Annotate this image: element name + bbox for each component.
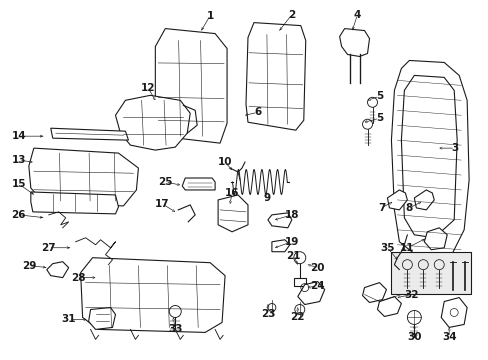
Text: 35: 35 bbox=[379, 243, 394, 253]
Text: 12: 12 bbox=[141, 84, 155, 93]
Polygon shape bbox=[271, 240, 289, 252]
Polygon shape bbox=[413, 190, 433, 210]
Text: 33: 33 bbox=[168, 324, 182, 334]
Text: 5: 5 bbox=[375, 113, 382, 123]
Text: 14: 14 bbox=[12, 131, 26, 141]
Text: 25: 25 bbox=[158, 177, 172, 187]
Polygon shape bbox=[390, 60, 468, 260]
Text: 30: 30 bbox=[406, 332, 421, 342]
Polygon shape bbox=[115, 95, 190, 150]
Polygon shape bbox=[81, 258, 224, 332]
Polygon shape bbox=[29, 148, 138, 206]
Text: 8: 8 bbox=[405, 203, 412, 213]
Text: 29: 29 bbox=[21, 261, 36, 271]
Polygon shape bbox=[377, 297, 401, 316]
Text: 19: 19 bbox=[284, 237, 298, 247]
Text: 3: 3 bbox=[450, 143, 458, 153]
Text: 11: 11 bbox=[399, 243, 414, 253]
Text: 21: 21 bbox=[286, 251, 301, 261]
Text: 7: 7 bbox=[377, 203, 385, 213]
Polygon shape bbox=[182, 178, 215, 190]
Polygon shape bbox=[245, 23, 305, 130]
Polygon shape bbox=[155, 28, 226, 143]
Polygon shape bbox=[424, 228, 447, 250]
Text: 6: 6 bbox=[254, 107, 261, 117]
Polygon shape bbox=[440, 298, 466, 328]
Text: 27: 27 bbox=[41, 243, 56, 253]
Text: 5: 5 bbox=[375, 91, 382, 101]
Polygon shape bbox=[362, 283, 386, 302]
Text: 4: 4 bbox=[353, 10, 361, 20]
Text: 28: 28 bbox=[71, 273, 86, 283]
Polygon shape bbox=[218, 195, 247, 232]
Bar bbox=[390, 252, 470, 293]
Text: 18: 18 bbox=[284, 210, 299, 220]
Text: 34: 34 bbox=[441, 332, 456, 342]
Text: 16: 16 bbox=[224, 188, 239, 198]
Text: 13: 13 bbox=[12, 155, 26, 165]
Text: 22: 22 bbox=[290, 312, 305, 323]
Text: 1: 1 bbox=[206, 11, 213, 21]
Polygon shape bbox=[339, 28, 369, 57]
Polygon shape bbox=[47, 262, 68, 278]
Text: 17: 17 bbox=[155, 199, 169, 209]
Polygon shape bbox=[267, 213, 291, 228]
Text: 23: 23 bbox=[260, 310, 275, 319]
Text: 32: 32 bbox=[403, 289, 418, 300]
Text: 20: 20 bbox=[310, 263, 325, 273]
Polygon shape bbox=[88, 307, 115, 329]
Bar bbox=[293, 278, 305, 285]
Text: 9: 9 bbox=[263, 193, 270, 203]
Text: 2: 2 bbox=[287, 10, 295, 20]
Polygon shape bbox=[297, 282, 324, 305]
Text: 24: 24 bbox=[310, 280, 325, 291]
Polygon shape bbox=[51, 128, 128, 140]
Text: 15: 15 bbox=[12, 179, 26, 189]
Text: 10: 10 bbox=[217, 157, 232, 167]
Polygon shape bbox=[31, 192, 118, 214]
Polygon shape bbox=[386, 190, 407, 210]
Text: 26: 26 bbox=[12, 210, 26, 220]
Text: 31: 31 bbox=[61, 314, 76, 324]
